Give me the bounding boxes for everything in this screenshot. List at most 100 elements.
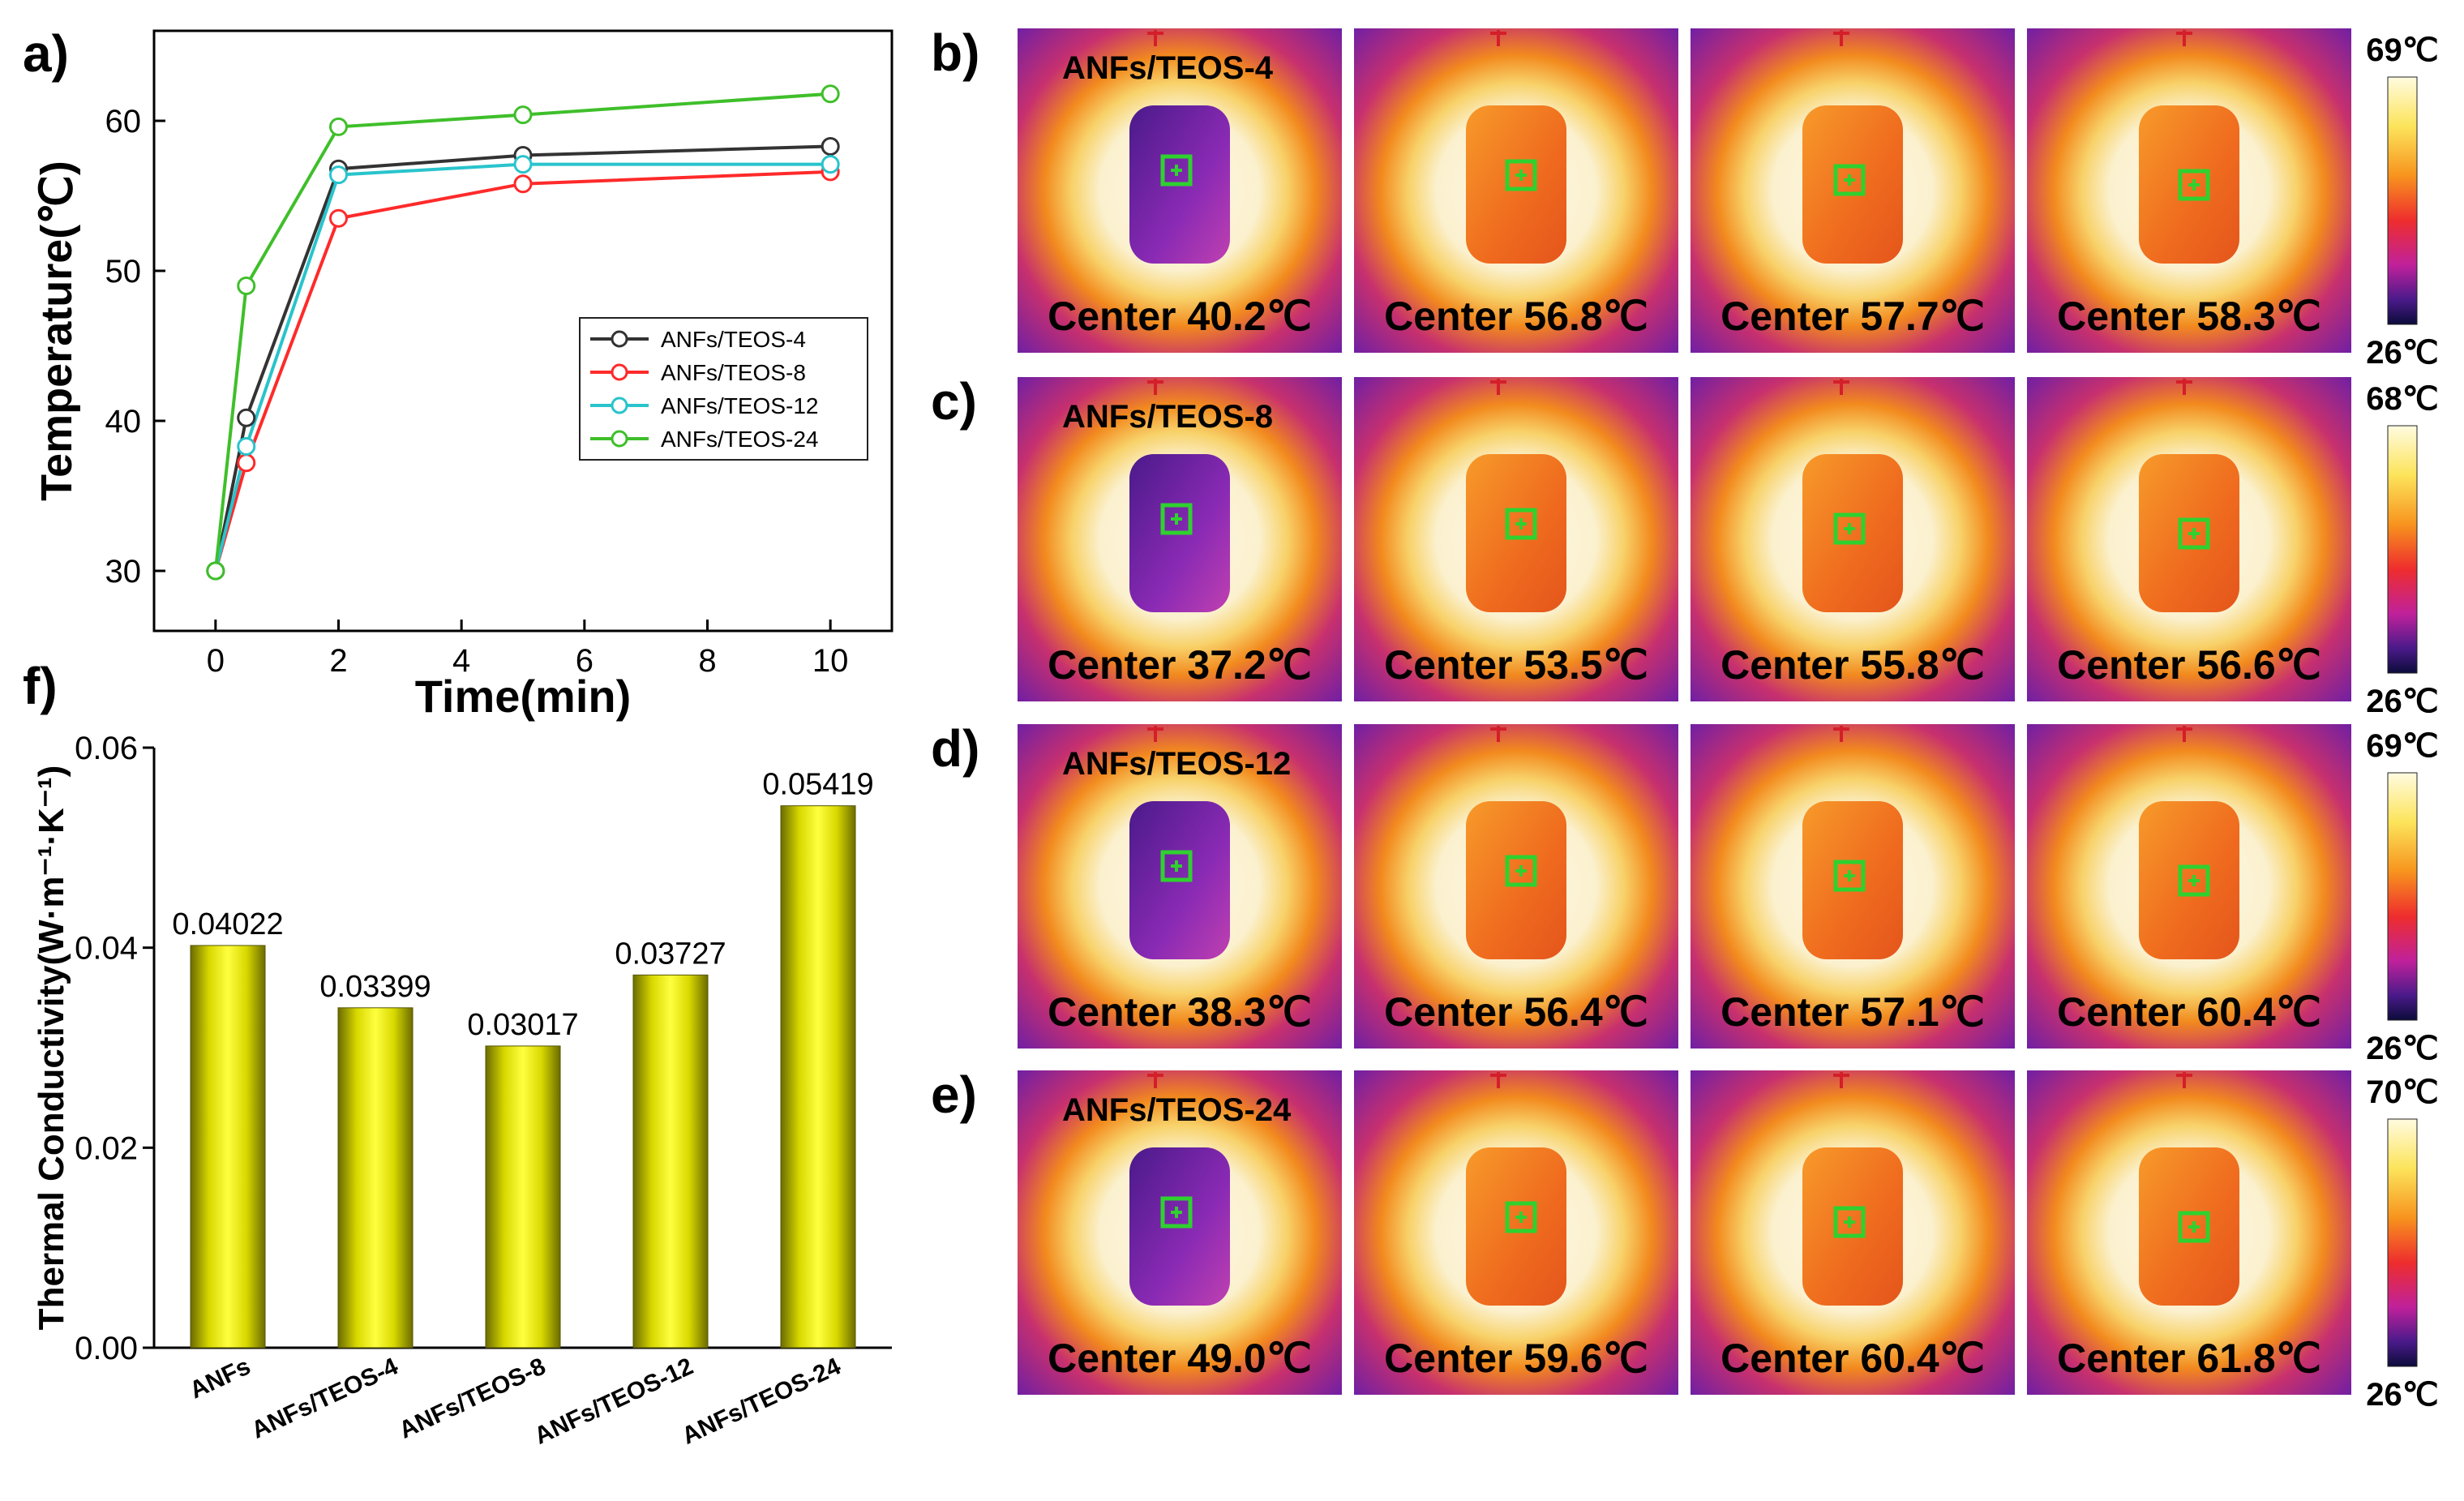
sample-specimen xyxy=(1466,1147,1566,1306)
legend-marker xyxy=(611,397,628,414)
sample-specimen xyxy=(1802,454,1903,612)
bar-chart-ticks: 0.00 0.02 0.04 0.06 xyxy=(75,731,154,1366)
line-point xyxy=(237,277,256,295)
line-y-tick-label: 50 xyxy=(105,254,142,289)
measure-box xyxy=(2178,1211,2210,1243)
bar-y-axis-title: Thermal Conductivity(W·m⁻¹·K⁻¹) xyxy=(32,766,71,1331)
center-temperature-label: Center 60.4℃ xyxy=(2057,989,2321,1035)
scale-max-label: 69℃ xyxy=(2366,728,2438,764)
scale-min-label: 26℃ xyxy=(2366,684,2438,719)
line-x-tick-label: 6 xyxy=(576,643,594,679)
center-temperature-label: Center 61.8℃ xyxy=(2057,1336,2321,1381)
bar-category-label: ANFs xyxy=(186,1353,255,1404)
sample-specimen xyxy=(1466,105,1566,264)
sample-specimen xyxy=(1802,105,1903,264)
line-point xyxy=(513,174,533,194)
line-chart: 0 2 4 6 8 10 30 40 50 60 Time(min) Temperature(℃)… xyxy=(32,29,893,722)
color-scale-bar xyxy=(2387,76,2418,325)
thermal-image: Center 61.8℃ xyxy=(2027,1070,2351,1395)
line-point xyxy=(821,84,840,104)
measure-box xyxy=(1505,855,1537,887)
center-temperature-label: Center 59.6℃ xyxy=(1384,1336,1648,1381)
bar-value-label: 0.04022 xyxy=(172,907,283,941)
legend-marker xyxy=(611,330,628,348)
thermal-image-grid: b) Center 40.2℃ ANFs/TEOS-4 Center 56.8℃ Cen… xyxy=(931,24,2439,1413)
thermal-image: Center 56.4℃ xyxy=(1354,724,1678,1049)
thermal-image: Center 57.1℃ xyxy=(1691,724,2015,1049)
center-temperature-label: Center 40.2℃ xyxy=(1048,294,1312,339)
thermal-image: Center 37.2℃ ANFs/TEOS-8 xyxy=(1018,377,1342,701)
measure-box xyxy=(1160,1196,1193,1229)
bar-category-label: ANFs/TEOS-8 xyxy=(395,1353,550,1443)
thermal-image: Center 55.8℃ xyxy=(1691,377,2015,701)
line-x-tick-label: 0 xyxy=(207,643,225,679)
color-scale-bar xyxy=(2387,425,2418,674)
bar xyxy=(190,945,266,1349)
line-chart-ticks: 0 2 4 6 8 10 30 40 50 60 xyxy=(105,104,849,679)
panel-label-c: c) xyxy=(931,372,977,431)
bar-y-tick-label: 0.00 xyxy=(75,1331,138,1366)
line-point xyxy=(821,136,840,156)
center-temperature-label: Center 49.0℃ xyxy=(1048,1336,1312,1381)
thermal-image: Center 57.7℃ xyxy=(1691,28,2015,353)
line-point xyxy=(821,155,840,174)
bar-y-tick-label: 0.06 xyxy=(75,731,138,766)
sample-name-label: ANFs/TEOS-8 xyxy=(1062,399,1273,435)
measure-box xyxy=(1833,1206,1866,1238)
bar-y-tick-label: 0.02 xyxy=(75,1130,138,1166)
line-point xyxy=(237,436,256,456)
line-y-tick-label: 60 xyxy=(105,104,142,139)
bar-value-label: 0.05419 xyxy=(762,768,873,802)
line-point xyxy=(329,165,348,185)
measure-box xyxy=(1160,154,1193,187)
thermal-image: Center 60.4℃ xyxy=(2027,724,2351,1049)
thermal-image: Center 59.6℃ xyxy=(1354,1070,1678,1395)
panel-label-a: a) xyxy=(23,24,69,83)
scale-min-label: 26℃ xyxy=(2366,1377,2438,1413)
sample-specimen xyxy=(1802,801,1903,959)
line-chart-series xyxy=(206,84,840,581)
bar xyxy=(632,974,709,1349)
bar-value-label: 0.03017 xyxy=(467,1008,578,1042)
measure-box xyxy=(2178,864,2210,897)
line-legend-box xyxy=(579,317,868,461)
legend-label: ANFs/TEOS-8 xyxy=(661,360,806,385)
thermal-image: Center 40.2℃ ANFs/TEOS-4 xyxy=(1018,28,1342,353)
line-point xyxy=(206,561,225,581)
panel-label-d: d) xyxy=(931,719,979,778)
bar xyxy=(485,1045,561,1349)
measure-box xyxy=(1505,159,1537,191)
measure-box xyxy=(2178,517,2210,550)
sample-name-label: ANFs/TEOS-24 xyxy=(1062,1092,1292,1128)
line-y-tick-label: 40 xyxy=(105,404,142,440)
measure-box xyxy=(1505,1201,1537,1233)
center-temperature-label: Center 56.4℃ xyxy=(1384,989,1648,1035)
bar xyxy=(780,805,856,1349)
bar-y-tick-label: 0.04 xyxy=(75,931,138,967)
panel-label-e: e) xyxy=(931,1066,977,1124)
thermal-image: Center 56.6℃ xyxy=(2027,377,2351,701)
sample-name-label: ANFs/TEOS-4 xyxy=(1062,50,1274,86)
scale-min-label: 26℃ xyxy=(2366,335,2438,371)
center-temperature-label: Center 57.7℃ xyxy=(1721,294,1985,339)
bar-chart: 0.00 0.02 0.04 0.06 0.04022 ANFs 0.03399 ANFs/… xyxy=(32,731,892,1450)
thermal-image: Center 49.0℃ ANFs/TEOS-24 xyxy=(1018,1070,1342,1395)
line-chart-frame xyxy=(152,29,893,633)
scale-max-label: 70℃ xyxy=(2366,1074,2438,1110)
thermal-image: Center 58.3℃ xyxy=(2027,28,2351,353)
line-x-tick-label: 2 xyxy=(329,643,347,679)
panel-label-f: f) xyxy=(23,657,58,715)
center-temperature-label: Center 38.3℃ xyxy=(1048,989,1312,1035)
legend-label: ANFs/TEOS-24 xyxy=(661,427,818,452)
line-x-axis-title: Time(min) xyxy=(415,671,632,722)
legend-marker xyxy=(611,430,628,448)
color-scale-bar xyxy=(2387,1118,2418,1367)
center-temperature-label: Center 56.8℃ xyxy=(1384,294,1648,339)
bar xyxy=(337,1007,414,1349)
line-point xyxy=(513,155,533,174)
line-point xyxy=(513,105,533,125)
center-temperature-label: Center 37.2℃ xyxy=(1048,642,1312,688)
line-x-tick-label: 10 xyxy=(812,643,849,679)
center-temperature-label: Center 55.8℃ xyxy=(1721,642,1985,688)
